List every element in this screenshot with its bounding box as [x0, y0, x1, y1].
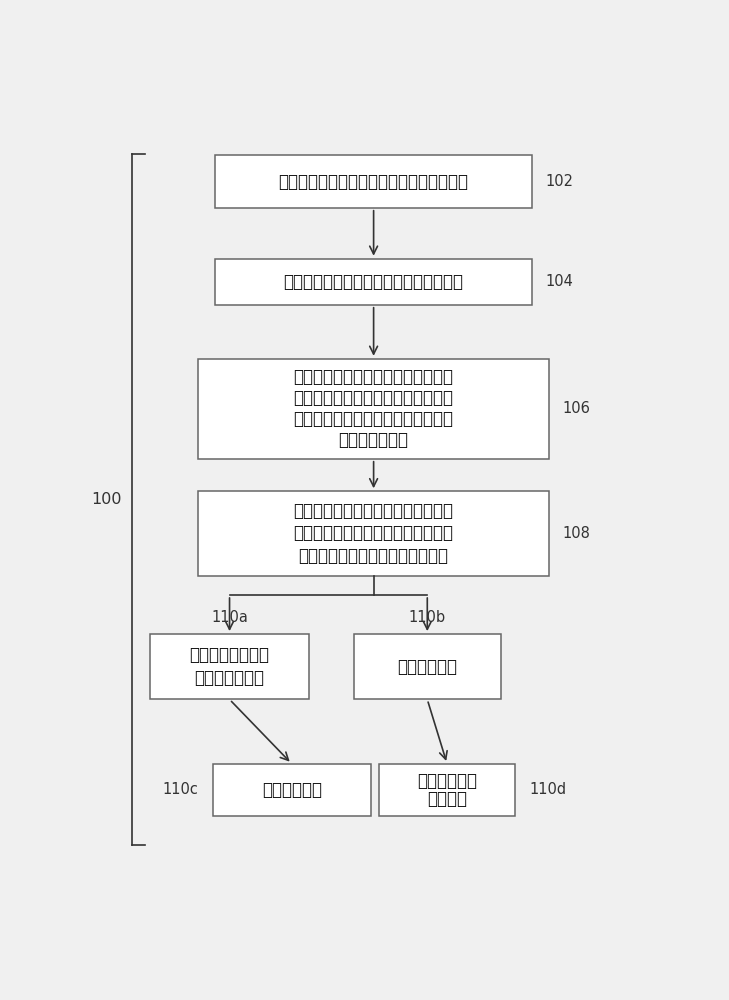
Text: 时间推移的变化: 时间推移的变化 [195, 669, 265, 687]
Text: 100: 100 [92, 492, 122, 507]
Text: 显示治疗干预: 显示治疗干预 [397, 658, 457, 676]
Text: 102: 102 [546, 174, 574, 189]
Text: 110b: 110b [409, 610, 446, 625]
Bar [213, 764, 371, 816]
Text: 106: 106 [563, 401, 590, 416]
Text: 监测肿瘤异质性随: 监测肿瘤异质性随 [190, 646, 270, 664]
Text: 发生模型: 发生模型 [427, 790, 467, 808]
Bar [150, 634, 308, 699]
Text: 110c: 110c [163, 782, 198, 797]
Text: 实施治疗干预: 实施治疗干预 [262, 781, 321, 799]
Text: 确定的肿瘤异质性谱的癌症有效。: 确定的肿瘤异质性谱的癌症有效。 [299, 547, 448, 565]
Bar [198, 359, 549, 459]
Text: 示肿瘤异质性；: 示肿瘤异质性； [338, 431, 409, 449]
Text: 鉴别并定量该多核苷酸中的体细胞突变；: 鉴别并定量该多核苷酸中的体细胞突变； [284, 273, 464, 291]
Text: 110a: 110a [211, 610, 248, 625]
Text: 对来自受试者的癌细胞的多核苷酸进行测序: 对来自受试者的癌细胞的多核苷酸进行测序 [278, 173, 469, 191]
Bar [379, 764, 515, 816]
Text: 104: 104 [546, 274, 574, 289]
Text: 指示该多核苷酸中多种体细胞突变的: 指示该多核苷酸中多种体细胞突变的 [294, 389, 453, 407]
Bar [215, 259, 531, 305]
Text: 治疗干预，其中该治疗干预对于具有: 治疗干预，其中该治疗干预对于具有 [294, 524, 453, 542]
Bar [215, 155, 531, 208]
Text: 110d: 110d [529, 782, 566, 797]
Text: 108: 108 [563, 526, 590, 541]
Text: 存在和相对量，其中不同的相对量指: 存在和相对量，其中不同的相对量指 [294, 410, 453, 428]
Text: 确定对于表现出肿瘤异质性的癌症的: 确定对于表现出肿瘤异质性的癌症的 [294, 502, 453, 520]
Bar [354, 634, 501, 699]
Text: 产生受试者中的肿瘤异质性谱，该谱: 产生受试者中的肿瘤异质性谱，该谱 [294, 368, 453, 386]
Text: 生成肿瘤系统: 生成肿瘤系统 [417, 772, 477, 790]
Bar [198, 491, 549, 576]
